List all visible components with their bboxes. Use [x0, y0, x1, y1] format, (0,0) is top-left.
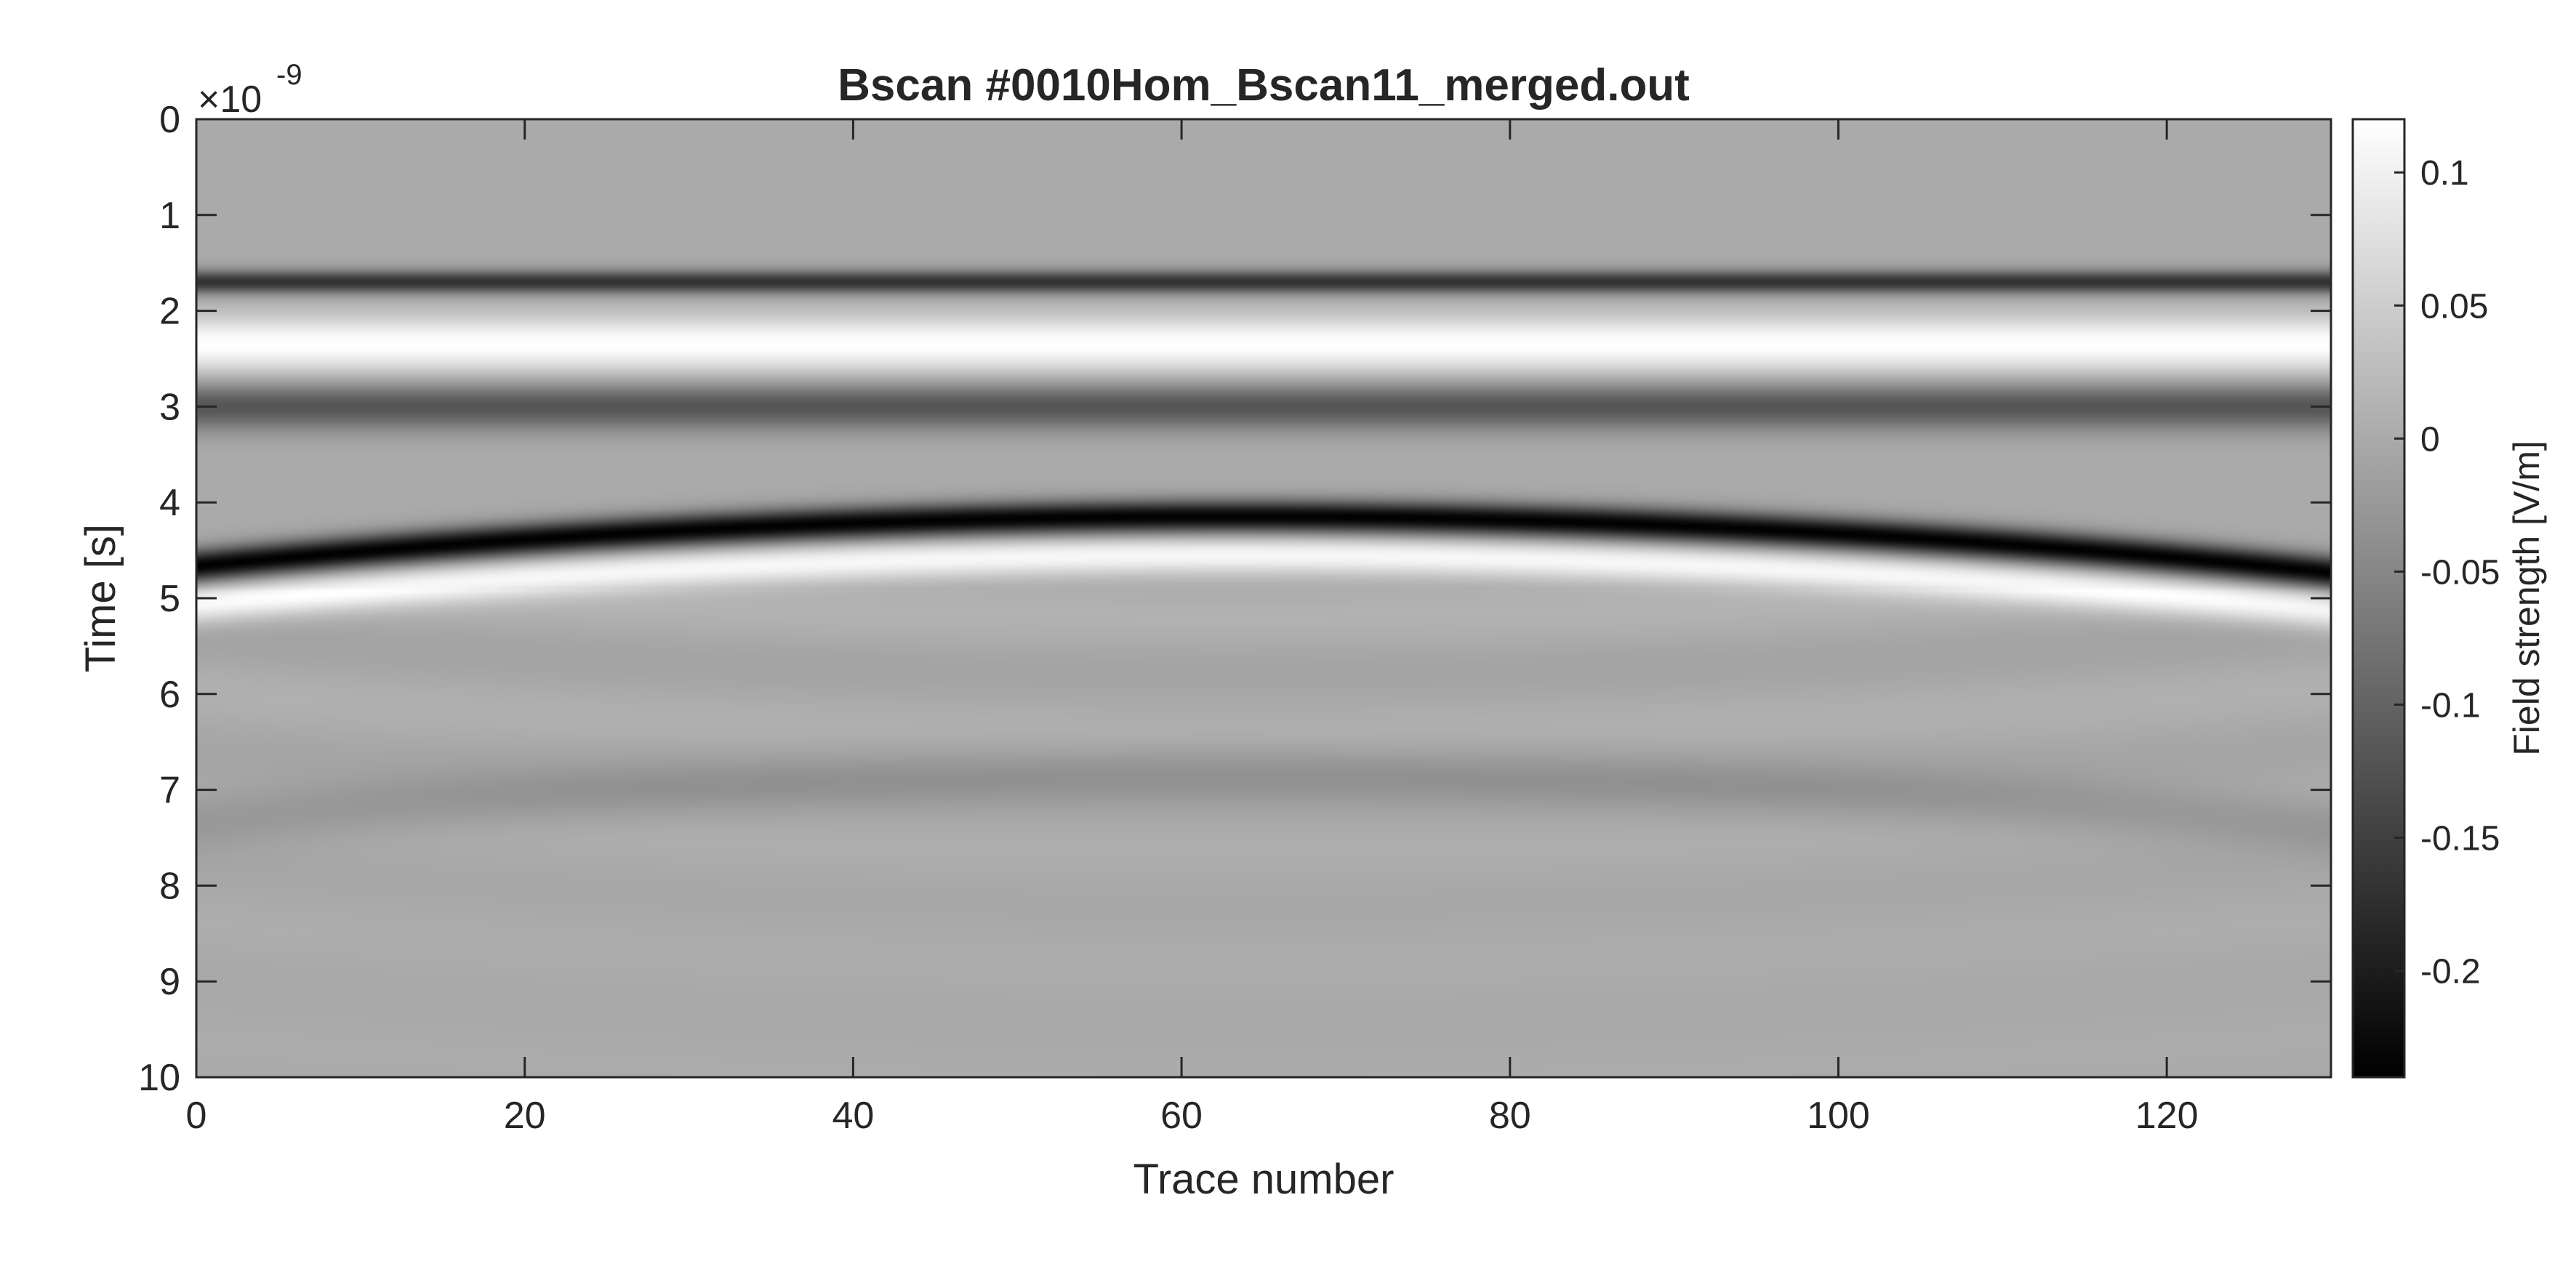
colorbar-tick-label: -0.05 [2420, 553, 2500, 592]
x-tick-label: 80 [1489, 1095, 1531, 1137]
colorbar-ticks: 0.1 0.05 0 -0.05 -0.1 -0.15 -0.2 [2394, 154, 2500, 991]
x-axis-label: Trace number [1133, 1156, 1395, 1203]
bscan-heatmap-image [196, 119, 2331, 1077]
y-tick-label: 0 [159, 99, 180, 141]
plot-area [195, 118, 2332, 1079]
colorbar-tick-label: 0.05 [2420, 287, 2488, 326]
y-tick-label: 7 [159, 770, 180, 812]
x-tick-label: 0 [186, 1095, 207, 1137]
y-axis-ticks: 0 1 2 3 4 5 6 7 8 9 10 [138, 99, 2331, 1099]
y-tick-label: 2 [159, 291, 180, 333]
x-tick-label: 40 [832, 1095, 874, 1137]
colorbar-tick-label: -0.2 [2420, 953, 2481, 991]
x-tick-label: 20 [504, 1095, 546, 1137]
chart-title: Bscan #0010Hom_Bscan11_merged.out [838, 60, 1690, 110]
y-tick-label: 10 [138, 1057, 180, 1099]
y-axis-label: Time [s] [77, 524, 124, 672]
y-tick-label: 6 [159, 674, 180, 716]
y-exponent-power: -9 [276, 59, 302, 91]
x-tick-label: 120 [2135, 1095, 2199, 1137]
x-axis-ticks: 0 20 40 60 80 100 120 [186, 119, 2199, 1137]
y-tick-label: 1 [159, 195, 180, 237]
colorbar-tick-label: 0 [2420, 420, 2440, 459]
colorbar-gradient [2351, 118, 2406, 1079]
y-tick-label: 5 [159, 578, 180, 620]
colorbar: 0.1 0.05 0 -0.05 -0.1 -0.15 -0.2 Field strengt… [2351, 118, 2547, 1079]
y-tick-label: 4 [159, 482, 180, 524]
y-tick-label: 9 [159, 961, 180, 1003]
y-exponent-base: ×10 [198, 79, 262, 121]
y-axis-exponent: ×10 -9 [198, 59, 302, 121]
colorbar-tick-label: 0.1 [2420, 154, 2469, 193]
y-tick-label: 3 [159, 386, 180, 428]
colorbar-tick-label: -0.1 [2420, 686, 2481, 725]
colorbar-tick-label: -0.15 [2420, 820, 2500, 858]
x-tick-label: 100 [1807, 1095, 1870, 1137]
colorbar-label: Field strength [V/m] [2506, 440, 2547, 756]
x-tick-label: 60 [1160, 1095, 1203, 1137]
y-tick-label: 8 [159, 865, 180, 907]
